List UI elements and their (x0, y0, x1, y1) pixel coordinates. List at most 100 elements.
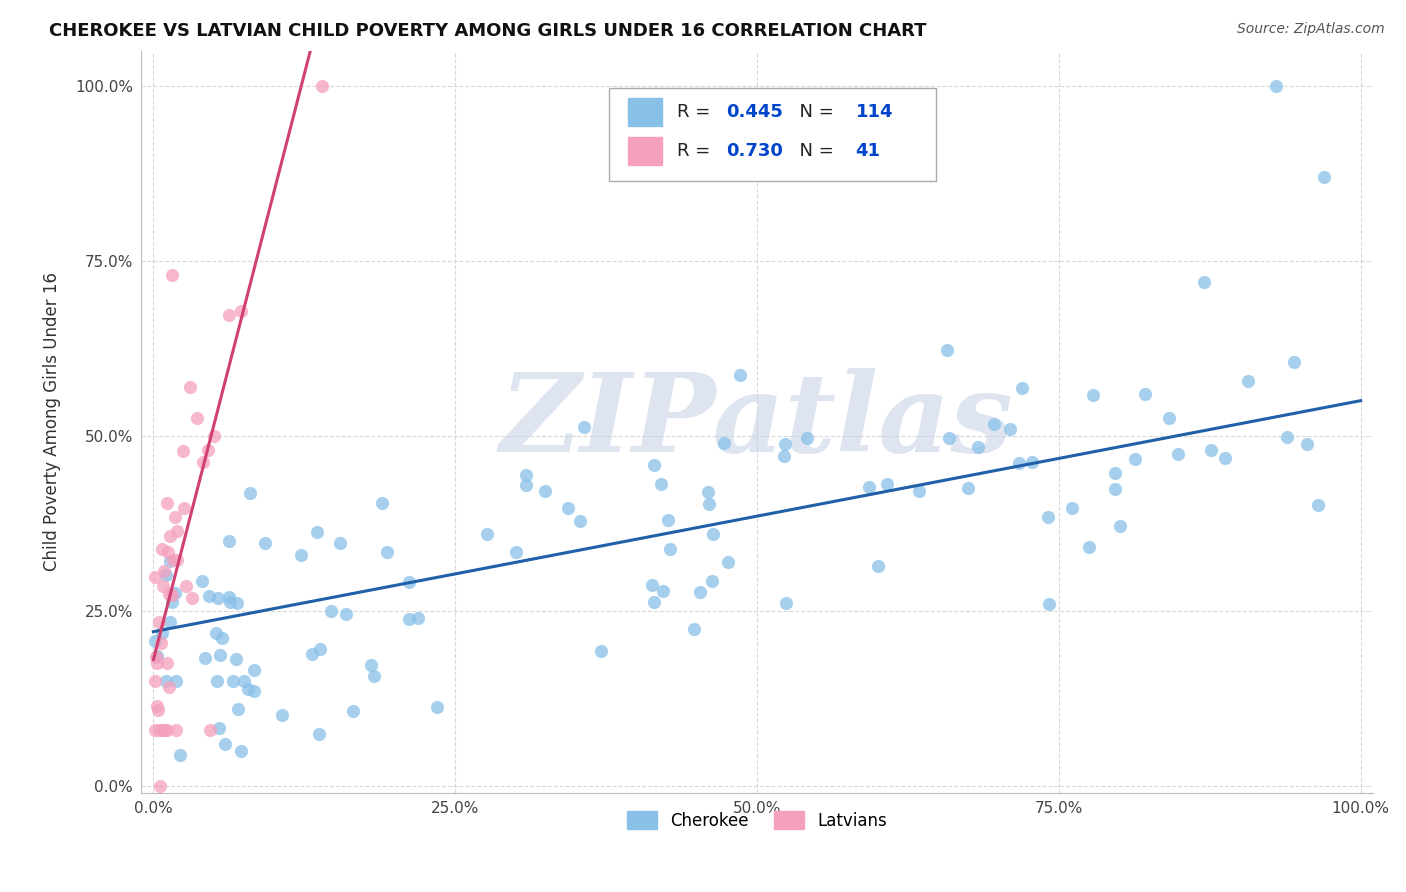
Point (557, 500, 579, 515)
Point (938, 431, 960, 445)
Point (696, 485, 718, 500)
Point (796, 432, 818, 446)
Point (998, 421, 1021, 435)
Point (652, 584, 675, 599)
Point (169, 747, 191, 762)
Point (1104, 466, 1126, 480)
Point (775, 596, 797, 610)
Point (398, 574, 420, 589)
Point (146, 699, 169, 714)
Point (162, 553, 184, 567)
Text: R =: R = (676, 142, 716, 160)
Point (1284, 355, 1306, 369)
Text: ZIPatlas: ZIPatlas (501, 368, 1014, 475)
Point (1011, 381, 1033, 395)
FancyBboxPatch shape (609, 87, 935, 180)
Point (657, 513, 679, 527)
Point (145, 650, 167, 665)
Point (773, 449, 796, 463)
Point (166, 524, 188, 539)
Point (329, 535, 352, 549)
Point (643, 594, 665, 608)
Point (200, 723, 222, 737)
Point (157, 545, 180, 559)
Point (211, 631, 233, 645)
Point (157, 587, 180, 601)
Point (222, 673, 245, 688)
Point (239, 486, 262, 500)
Point (156, 496, 179, 510)
Point (202, 429, 225, 443)
Point (505, 545, 527, 559)
Point (936, 343, 959, 357)
Point (205, 673, 228, 688)
Point (226, 596, 249, 610)
Legend: Cherokee, Latvians: Cherokee, Latvians (620, 805, 894, 837)
Point (231, 744, 253, 758)
Point (1313, 169, 1336, 184)
Text: R =: R = (676, 103, 716, 121)
Point (242, 663, 264, 677)
Point (197, 442, 219, 457)
Point (689, 585, 711, 599)
Point (148, 723, 170, 737)
Point (1008, 456, 1031, 470)
Point (702, 574, 724, 589)
Point (156, 723, 179, 737)
Point (1081, 388, 1104, 402)
Point (643, 458, 665, 472)
Point (426, 700, 449, 714)
Point (194, 651, 217, 665)
Point (1060, 500, 1083, 515)
Point (243, 684, 266, 698)
Point (159, 529, 181, 543)
Point (148, 615, 170, 629)
Point (191, 454, 214, 468)
Point (179, 379, 201, 393)
Text: 114: 114 (855, 103, 893, 121)
Point (143, 633, 166, 648)
Point (371, 496, 394, 510)
Point (146, 656, 169, 670)
Point (983, 417, 1005, 432)
Point (209, 648, 232, 663)
Point (236, 682, 259, 697)
Point (360, 657, 382, 672)
Point (153, 723, 176, 737)
Point (162, 588, 184, 602)
Point (156, 656, 179, 670)
Point (143, 674, 166, 689)
Point (1265, 78, 1288, 93)
Point (866, 558, 889, 573)
Point (717, 555, 740, 569)
Text: CHEROKEE VS LATVIAN CHILD POVERTY AMONG GIRLS UNDER 16 CORRELATION CHART: CHEROKEE VS LATVIAN CHILD POVERTY AMONG … (49, 22, 927, 40)
Point (153, 723, 176, 737)
Point (165, 673, 187, 688)
Point (309, 642, 332, 657)
Point (641, 578, 664, 592)
Point (1192, 275, 1215, 289)
Point (534, 483, 557, 498)
Point (162, 595, 184, 609)
Point (233, 673, 256, 688)
Point (155, 673, 177, 688)
Point (308, 727, 330, 741)
Point (1123, 452, 1146, 467)
Point (207, 591, 229, 606)
Bar (627, 98, 662, 127)
Point (589, 644, 612, 658)
Point (1199, 443, 1222, 458)
Point (270, 707, 292, 722)
Point (1159, 411, 1181, 425)
Point (876, 477, 898, 491)
Point (699, 497, 721, 511)
Point (218, 591, 240, 605)
Point (150, 626, 173, 640)
Point (218, 533, 240, 548)
Point (150, 542, 173, 557)
Point (149, 636, 172, 650)
Point (1308, 498, 1330, 512)
Point (363, 669, 385, 683)
Point (253, 536, 276, 550)
Point (683, 622, 706, 636)
